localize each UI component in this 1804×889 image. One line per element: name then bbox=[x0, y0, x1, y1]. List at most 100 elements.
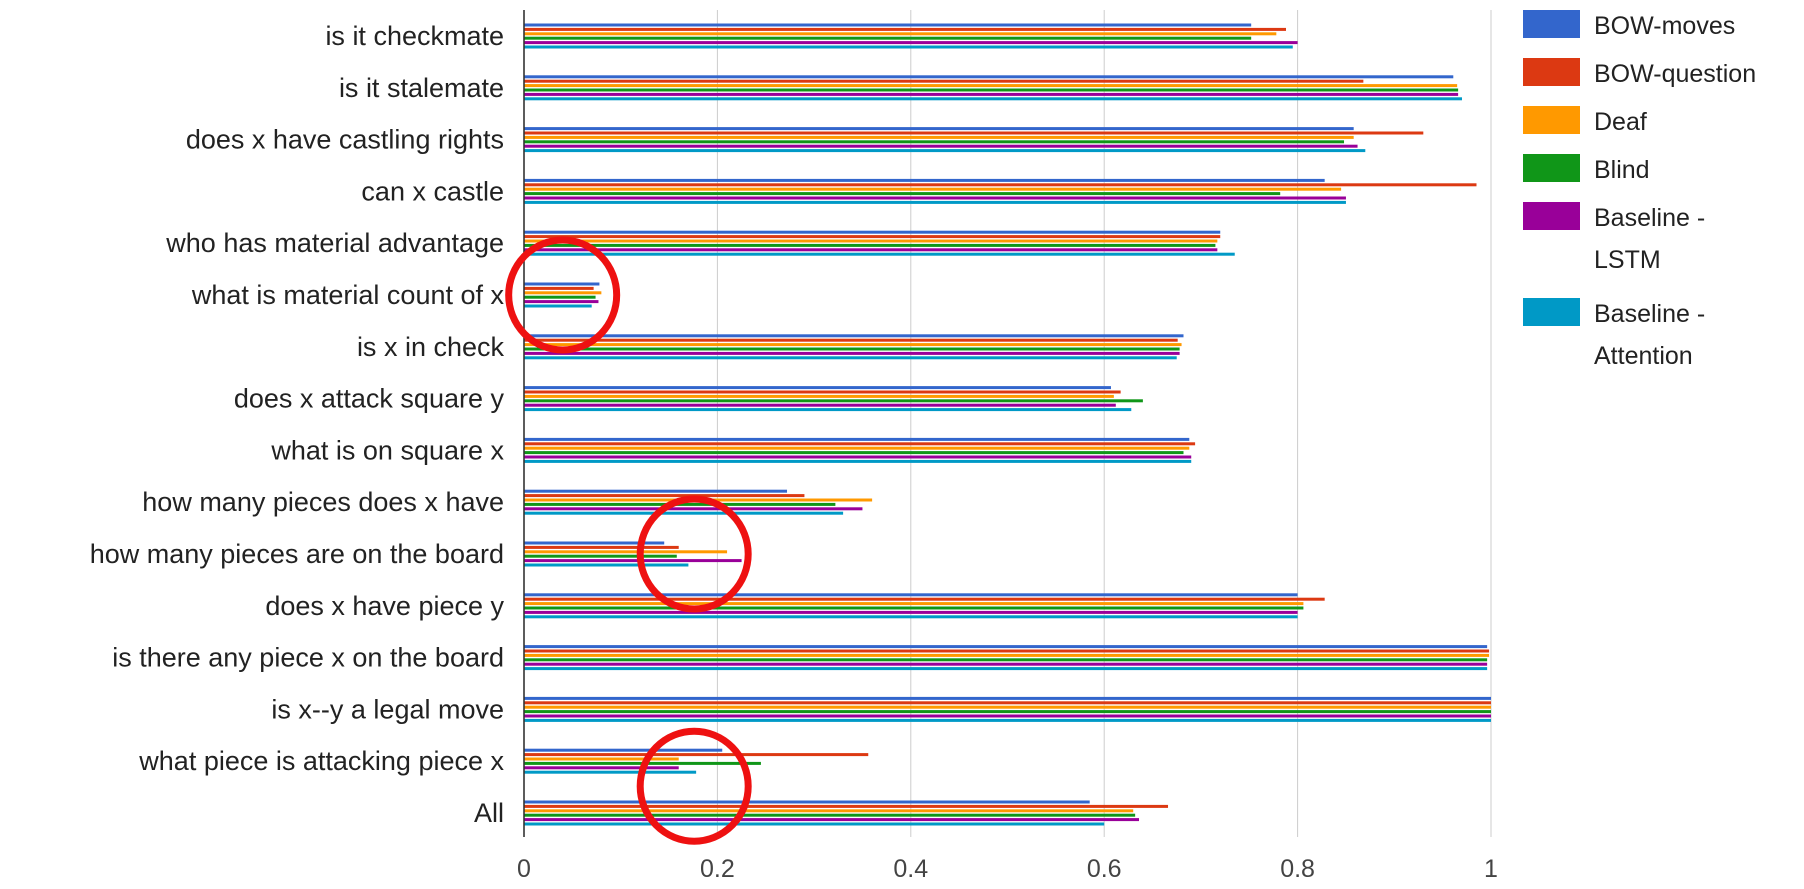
annotation-circle-2 bbox=[636, 495, 752, 613]
bar-blind-does-x-attack-square-y bbox=[524, 399, 1143, 403]
legend-swatch-deaf bbox=[1523, 106, 1580, 134]
x-tick-labels: 0 0.2 0.4 0.6 0.8 1 bbox=[517, 855, 1498, 883]
legend-label-deaf: Deaf bbox=[1594, 108, 1647, 136]
legend-item-blind: Blind bbox=[1523, 154, 1650, 184]
legend-label-bow-moves: BOW-moves bbox=[1594, 12, 1735, 40]
bar-baseline-lstm-is-there-any-piece-x-on-the-board bbox=[524, 662, 1488, 666]
bar-baseline-attention-all bbox=[524, 822, 1105, 826]
bar-baseline-lstm-how-many-pieces-are-on-the-board bbox=[524, 559, 742, 563]
x-tick-label-0-4: 0.4 bbox=[893, 855, 928, 883]
bar-bow-question-is-x-in-check bbox=[524, 338, 1178, 342]
bar-deaf-what-is-material-count-of-x bbox=[524, 291, 602, 295]
category-label-all: All bbox=[474, 798, 504, 828]
annotations bbox=[505, 236, 752, 845]
bar-bow-question-how-many-pieces-are-on-the-board bbox=[524, 545, 679, 549]
bar-bow-moves-can-x-castle bbox=[524, 178, 1325, 182]
bar-deaf-is-it-stalemate bbox=[524, 84, 1458, 88]
bar-blind-can-x-castle bbox=[524, 192, 1281, 196]
bar-deaf-all bbox=[524, 809, 1134, 813]
bar-blind-is-x-in-check bbox=[524, 347, 1180, 351]
category-label-is-it-checkmate: is it checkmate bbox=[325, 21, 504, 51]
bar-baseline-lstm-who-has-material-advantage bbox=[524, 248, 1218, 252]
legend-item-bow-moves: BOW-moves bbox=[1523, 10, 1735, 40]
bar-bow-question-what-piece-is-attacking-piece-x bbox=[524, 753, 869, 757]
bar-bow-moves-is-it-checkmate bbox=[524, 23, 1252, 27]
bar-bow-question-who-has-material-advantage bbox=[524, 235, 1221, 239]
bar-blind-does-x-have-castling-rights bbox=[524, 140, 1345, 144]
bar-deaf-is-x-y-a-legal-move bbox=[524, 705, 1491, 709]
category-label-is-x-in-check: is x in check bbox=[357, 332, 505, 362]
bar-baseline-attention-does-x-have-castling-rights bbox=[524, 149, 1366, 153]
legend-item-deaf: Deaf bbox=[1523, 106, 1647, 136]
bar-deaf-what-piece-is-attacking-piece-x bbox=[524, 757, 679, 761]
bar-baseline-attention-what-is-material-count-of-x bbox=[524, 304, 592, 308]
bar-deaf-does-x-have-piece-y bbox=[524, 602, 1304, 606]
bar-bow-moves-what-is-material-count-of-x bbox=[524, 282, 600, 286]
bar-bow-question-what-is-on-square-x bbox=[524, 442, 1196, 446]
bar-blind-is-it-stalemate bbox=[524, 88, 1459, 92]
bar-baseline-attention-what-is-on-square-x bbox=[524, 459, 1192, 463]
legend-swatch-bow-moves bbox=[1523, 10, 1580, 38]
bar-baseline-attention-how-many-pieces-does-x-have bbox=[524, 511, 844, 515]
legend-label-bow-question: BOW-question bbox=[1594, 60, 1756, 88]
bar-bow-question-does-x-have-castling-rights bbox=[524, 131, 1424, 135]
bar-baseline-lstm-what-is-material-count-of-x bbox=[524, 300, 599, 304]
bar-blind-is-x-y-a-legal-move bbox=[524, 710, 1491, 714]
bar-blind-how-many-pieces-are-on-the-board bbox=[524, 554, 677, 558]
bar-baseline-attention-does-x-have-piece-y bbox=[524, 615, 1298, 619]
bars bbox=[524, 23, 1491, 826]
legend-label-baseline-attention-1: Attention bbox=[1594, 342, 1693, 370]
bar-bow-moves-is-there-any-piece-x-on-the-board bbox=[524, 645, 1488, 649]
legend-swatch-bow-question bbox=[1523, 58, 1580, 86]
bar-deaf-what-is-on-square-x bbox=[524, 446, 1190, 450]
bar-baseline-attention-what-piece-is-attacking-piece-x bbox=[524, 770, 697, 774]
category-label-is-x-y-a-legal-move: is x--y a legal move bbox=[271, 694, 504, 724]
bar-bow-moves-is-it-stalemate bbox=[524, 75, 1454, 79]
bar-baseline-lstm-is-x-in-check bbox=[524, 351, 1180, 355]
annotation-circle-1 bbox=[505, 236, 621, 354]
bar-baseline-lstm-does-x-have-castling-rights bbox=[524, 144, 1358, 148]
bar-deaf-is-there-any-piece-x-on-the-board bbox=[524, 653, 1490, 657]
bar-bow-moves-how-many-pieces-does-x-have bbox=[524, 489, 788, 493]
legend-item-bow-question: BOW-question bbox=[1523, 58, 1756, 88]
legend-item-baseline-lstm: Baseline - LSTM bbox=[1523, 202, 1705, 274]
bar-deaf-who-has-material-advantage bbox=[524, 239, 1218, 243]
bar-baseline-attention-how-many-pieces-are-on-the-board bbox=[524, 563, 689, 567]
category-label-does-x-attack-square-y: does x attack square y bbox=[234, 384, 505, 414]
bar-bow-question-can-x-castle bbox=[524, 183, 1477, 187]
bar-deaf-is-it-checkmate bbox=[524, 32, 1277, 36]
bar-bow-moves-all bbox=[524, 800, 1090, 804]
bar-baseline-lstm-how-many-pieces-does-x-have bbox=[524, 507, 863, 511]
bar-baseline-attention-is-x-y-a-legal-move bbox=[524, 718, 1491, 722]
bar-blind-does-x-have-piece-y bbox=[524, 606, 1304, 610]
category-label-what-is-material-count-of-x: what is material count of x bbox=[191, 280, 505, 310]
bar-bow-moves-is-x-in-check bbox=[524, 334, 1184, 338]
bar-bow-moves-does-x-have-piece-y bbox=[524, 593, 1298, 597]
bar-baseline-lstm-can-x-castle bbox=[524, 196, 1346, 200]
category-label-does-x-have-castling-rights: does x have castling rights bbox=[186, 125, 504, 155]
bar-bow-moves-is-x-y-a-legal-move bbox=[524, 696, 1491, 700]
x-tick-label-0-2: 0.2 bbox=[700, 855, 735, 883]
x-tick-label-0-6: 0.6 bbox=[1087, 855, 1122, 883]
bar-baseline-attention-does-x-attack-square-y bbox=[524, 408, 1132, 412]
legend: BOW-moves BOW-question Deaf Blind Baseline -… bbox=[1523, 10, 1756, 370]
legend-swatch-blind bbox=[1523, 154, 1580, 182]
bar-bow-moves-what-is-on-square-x bbox=[524, 437, 1190, 441]
legend-label-baseline-lstm-1: LSTM bbox=[1594, 246, 1661, 274]
category-label-how-many-pieces-does-x-have: how many pieces does x have bbox=[142, 487, 504, 517]
bar-bow-question-all bbox=[524, 804, 1169, 808]
x-tick-label-0-8: 0.8 bbox=[1280, 855, 1315, 883]
bar-blind-all bbox=[524, 813, 1136, 817]
legend-item-baseline-attention: Baseline - Attention bbox=[1523, 298, 1705, 370]
bar-bow-question-is-x-y-a-legal-move bbox=[524, 701, 1491, 705]
category-label-can-x-castle: can x castle bbox=[361, 176, 504, 206]
bar-bow-question-how-many-pieces-does-x-have bbox=[524, 494, 805, 498]
bar-blind-is-there-any-piece-x-on-the-board bbox=[524, 658, 1488, 662]
legend-label-blind: Blind bbox=[1594, 156, 1650, 184]
bar-baseline-lstm-what-piece-is-attacking-piece-x bbox=[524, 766, 679, 770]
bar-baseline-attention-is-x-in-check bbox=[524, 356, 1177, 360]
bar-deaf-is-x-in-check bbox=[524, 343, 1182, 347]
category-label-does-x-have-piece-y: does x have piece y bbox=[265, 591, 504, 621]
bar-bow-question-is-there-any-piece-x-on-the-board bbox=[524, 649, 1490, 653]
